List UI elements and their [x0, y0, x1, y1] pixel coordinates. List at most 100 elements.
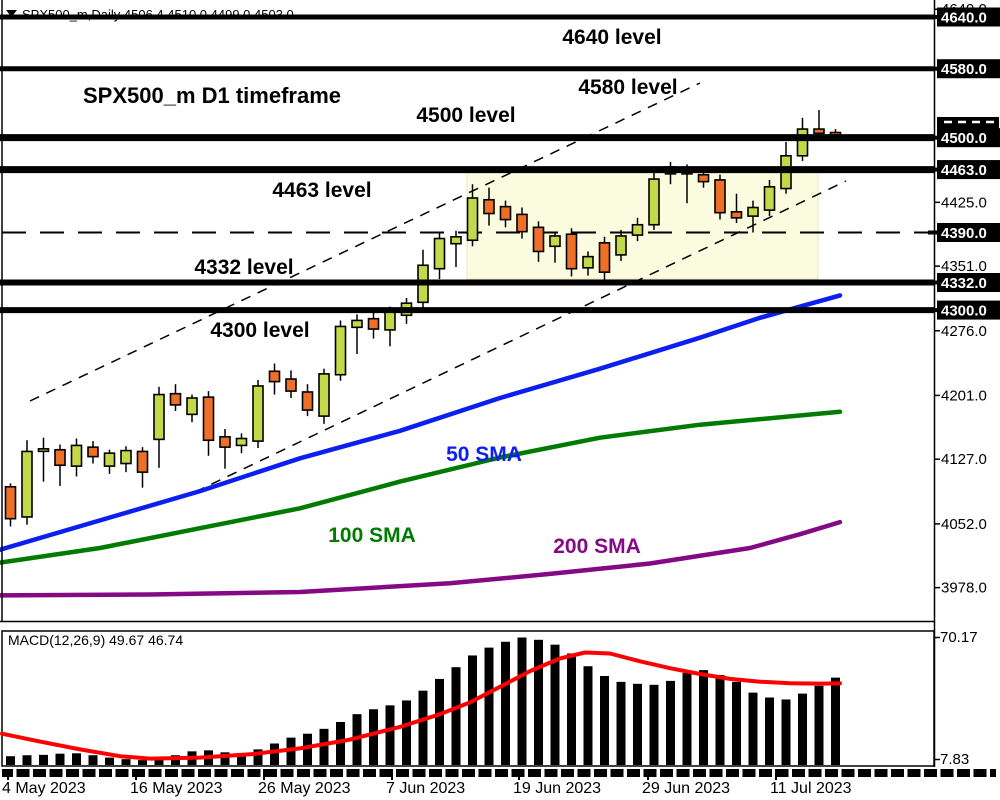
candle-body-bear	[367, 317, 380, 330]
candle-body-bull	[615, 235, 627, 256]
macd-histogram-bar	[666, 680, 675, 765]
candle-body-bull	[433, 237, 446, 270]
macd-histogram-bar	[798, 693, 807, 765]
price-badge-label: 4332.0	[941, 275, 987, 292]
candle-body-bull	[21, 450, 33, 518]
macd-histogram-bar	[270, 743, 279, 765]
candle-body-bull	[252, 385, 264, 442]
macd-histogram-bar	[171, 755, 180, 765]
candle-body-bull	[582, 255, 594, 269]
candle-body-bear	[697, 173, 710, 183]
macd-histogram-bar	[336, 721, 345, 765]
price-badge	[937, 272, 1000, 292]
candle-body-bear	[169, 392, 182, 406]
macd-histogram-bar	[451, 667, 461, 765]
candle-body-bull	[763, 186, 776, 211]
time-tick-label: 16 May 2023	[130, 780, 223, 797]
macd-histogram-bar	[468, 655, 477, 765]
price-badge-label: 4463.0	[941, 162, 987, 179]
macd-histogram-bar	[72, 753, 81, 765]
sma-line-100-sma	[0, 409, 843, 565]
annotation-100-sma: 100 SMA	[328, 524, 416, 547]
macd-histogram-bar	[6, 756, 15, 765]
price-tick-label: 4276.0	[941, 323, 987, 340]
price-tick-label: 4201.0	[941, 387, 987, 404]
macd-histogram-bar	[831, 677, 840, 765]
macd-histogram-bar	[501, 641, 510, 765]
levels-layer	[0, 14, 934, 314]
macd-histogram-bar	[237, 753, 246, 765]
candle-body-bear	[730, 211, 743, 219]
price-badge	[937, 7, 1000, 27]
annotation-4640-level: 4640 level	[562, 26, 661, 49]
candle-body-bear	[301, 391, 314, 411]
time-axis-strip	[2, 769, 996, 777]
macd-histogram-bar	[699, 670, 708, 765]
price-badge	[937, 300, 1000, 320]
macd-histogram-bar	[682, 673, 692, 765]
macd-min-label: 7.83	[940, 751, 969, 768]
annotations-layer: SPX500_m D1 timeframe 4640 level 4580 leve…	[83, 26, 678, 558]
macd-histogram-bar	[534, 639, 543, 765]
macd-signal-line	[0, 650, 842, 761]
candle-body-bull	[120, 449, 132, 465]
candle-body-bear	[54, 448, 66, 467]
candle-body-bear	[499, 205, 512, 221]
macd-histogram-bar	[154, 758, 164, 765]
candle-body-bull	[631, 223, 644, 236]
candle-body-bull	[466, 197, 479, 242]
macd-histogram-bar	[22, 755, 32, 765]
current-price-badge-partial	[937, 117, 999, 131]
candle-body-bear	[483, 198, 495, 215]
macd-histogram-bar	[732, 681, 741, 765]
candle-body-bull	[450, 236, 462, 245]
time-tick-label: 29 Jun 2023	[642, 780, 730, 797]
annotation-spx500_m-d1-timeframe: SPX500_m D1 timeframe	[83, 83, 341, 108]
time-tick-label: 11 Jul 2023	[770, 780, 852, 797]
sma-line-50-sma	[0, 293, 843, 552]
macd-histogram-bar	[385, 705, 395, 765]
candle-body-bull	[334, 325, 347, 376]
price-badge	[937, 128, 1000, 148]
macd-max-label: 70.17	[940, 629, 978, 646]
macd-histogram-bar	[138, 760, 147, 765]
macd-histogram-bar	[616, 681, 626, 765]
price-badge-label: 4500.0	[941, 130, 987, 147]
price-tick-label: 4425.0	[941, 194, 987, 211]
macd-histogram-bar	[402, 700, 411, 765]
annotation-200-sma: 200 SMA	[553, 535, 641, 558]
macd-histogram-bar	[583, 666, 593, 765]
candle-body-bull	[153, 393, 165, 441]
macd-histogram-bar	[39, 754, 48, 765]
macd-histogram-bar	[633, 683, 642, 765]
candle-body-bull	[648, 178, 660, 226]
macd-histogram-bar	[253, 749, 263, 765]
candle-body-bear	[87, 446, 99, 458]
macd-histogram-bar	[649, 684, 659, 765]
candle-body-bear	[202, 396, 215, 442]
macd-histogram-bar	[88, 755, 98, 765]
macd-histogram-bar	[550, 644, 560, 765]
candle-body-bull	[747, 206, 759, 217]
time-tick-label: 7 Jun 2023	[386, 780, 465, 797]
macd-histogram-bar	[567, 653, 576, 765]
price-badge	[937, 223, 1000, 242]
candle-body-bull	[103, 452, 116, 467]
candle-body-bear	[136, 450, 149, 473]
price-badge-label: 4300.0	[941, 303, 987, 320]
price-badge	[937, 59, 1000, 79]
price-tick-label: 4127.0	[941, 451, 987, 468]
price-tick-label: 4052.0	[941, 516, 987, 533]
candle-body-bear	[268, 370, 281, 383]
candle-body-bull	[70, 444, 83, 467]
candle-body-bear	[598, 242, 611, 273]
macd-histogram-bar	[220, 752, 230, 765]
symbol-dropdown-icon[interactable]	[6, 10, 17, 17]
annotation-50-sma: 50 SMA	[446, 443, 522, 466]
price-tick-label: 4351.0	[941, 258, 987, 275]
macd-histogram-bar	[600, 675, 609, 765]
candle-body-bull	[549, 235, 561, 248]
time-tick-label: 26 May 2023	[258, 780, 351, 797]
macd-histogram-bar	[715, 675, 725, 765]
